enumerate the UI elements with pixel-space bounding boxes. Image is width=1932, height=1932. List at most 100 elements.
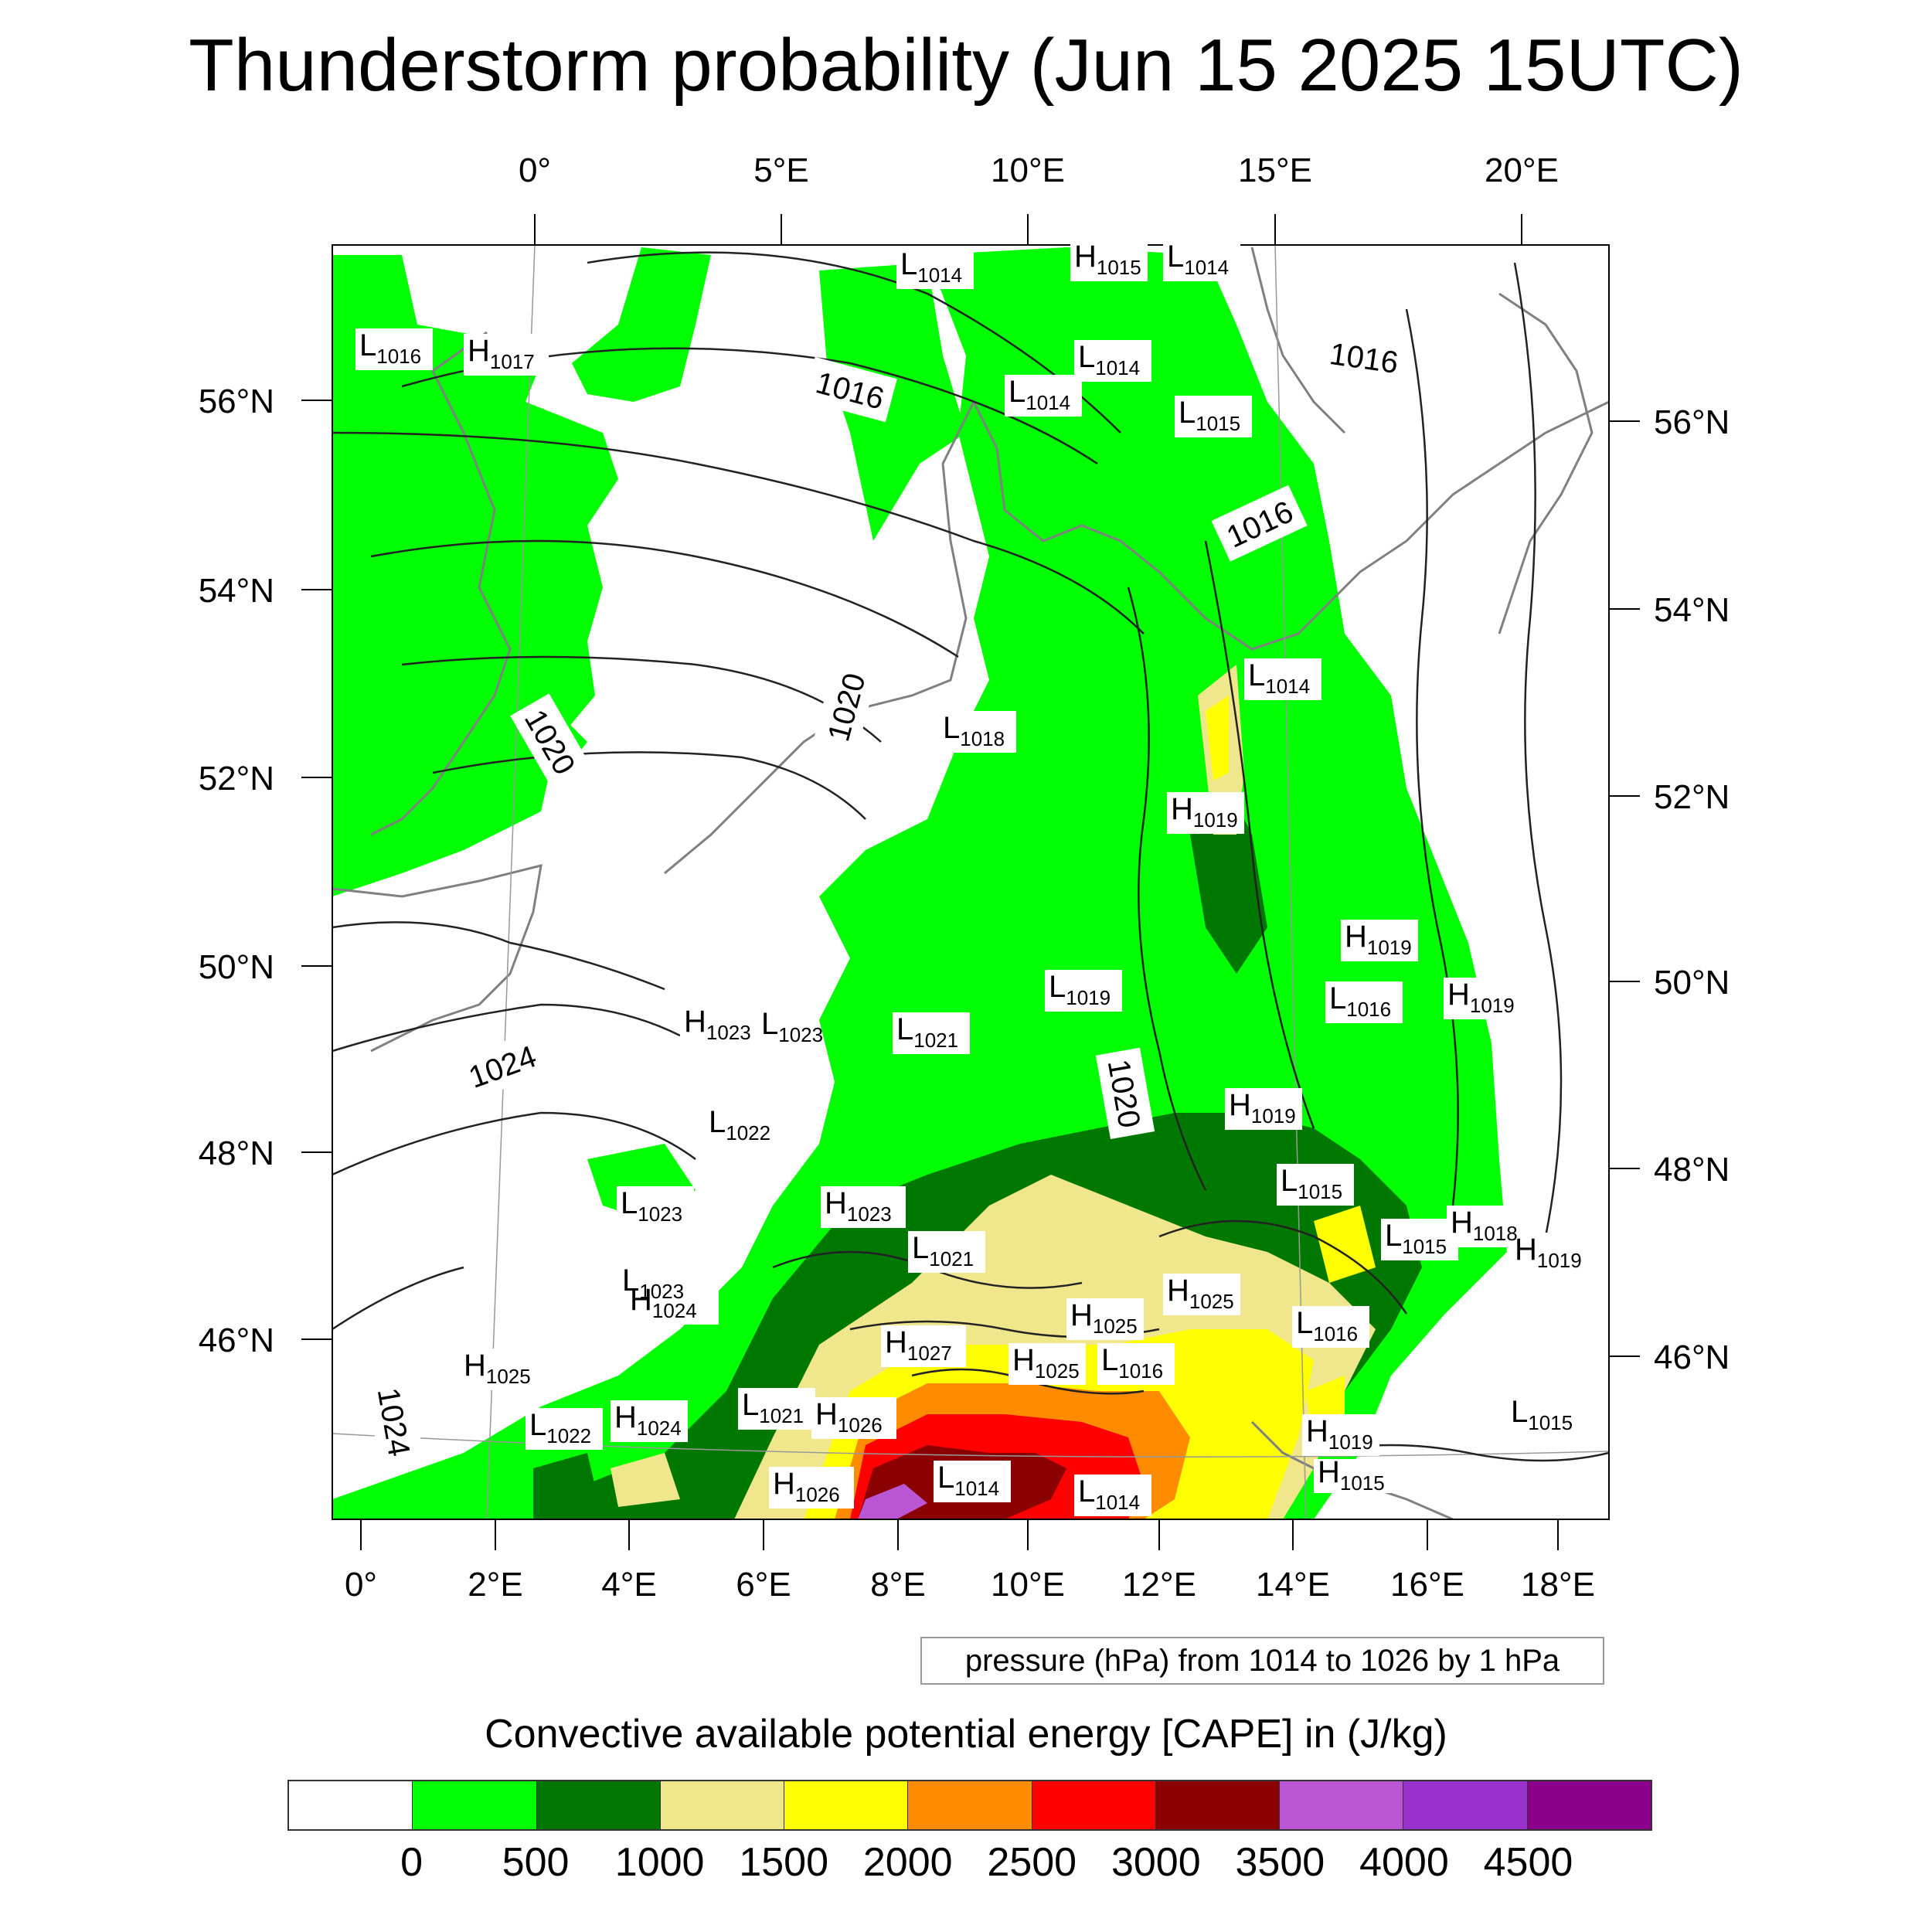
pressure-centers: L1014 H1015 L1014 L1016 H1017 L1014 L101… <box>359 240 1582 1514</box>
pressure-center: H1017 <box>468 334 535 373</box>
pressure-center: L1014 <box>1009 375 1070 414</box>
bottom-lon-label: 8°E <box>870 1566 925 1604</box>
right-lat-label: 52°N <box>1654 778 1730 816</box>
top-lon-labels: 0° 5°E 10°E 15°E 20°E <box>519 151 1559 189</box>
left-lat-labels: 56°N 54°N 52°N 50°N 48°N 46°N <box>199 383 274 1359</box>
colorbar-swatch <box>1032 1781 1156 1829</box>
pressure-center: L1023 <box>621 1186 682 1226</box>
pressure-center: L1021 <box>912 1231 974 1270</box>
pressure-center: H1024 <box>630 1283 697 1322</box>
pressure-center: L1022 <box>709 1105 770 1145</box>
colorbar-tick-label: 1500 <box>739 1840 829 1885</box>
bottom-lon-label: 4°E <box>601 1566 656 1604</box>
pressure-center: L1023 <box>622 1264 684 1303</box>
colorbar-tick-label: 500 <box>502 1840 570 1885</box>
top-lon-label: 15°E <box>1238 151 1312 189</box>
left-lat-label: 52°N <box>199 760 274 798</box>
pressure-center: L1014 <box>1078 340 1140 379</box>
colorbar-swatch <box>660 1781 785 1829</box>
colorbar-tick-label: 3000 <box>1111 1840 1201 1885</box>
pressure-center: H1023 <box>825 1186 892 1226</box>
pressure-center: H1015 <box>1074 240 1141 279</box>
pressure-center: H1025 <box>1070 1298 1138 1338</box>
pressure-center: H1025 <box>1167 1274 1234 1313</box>
pressure-center: L1021 <box>742 1388 804 1427</box>
bottom-lon-labels: 0° 2°E 4°E 6°E 8°E 10°E 12°E 14°E 16°E 1… <box>345 1566 1595 1604</box>
pressure-center: H1019 <box>1515 1233 1582 1272</box>
pressure-center: L1014 <box>1078 1475 1140 1514</box>
pressure-center: H1027 <box>885 1325 952 1365</box>
pressure-center: L1016 <box>1101 1343 1163 1383</box>
bottom-lon-label: 0° <box>345 1566 377 1604</box>
coastlines <box>332 247 1609 1519</box>
colorbar-swatch <box>289 1781 413 1829</box>
pressure-center: L1016 <box>359 328 421 368</box>
left-lat-label: 54°N <box>199 572 274 610</box>
pressure-center: L1014 <box>937 1461 999 1500</box>
right-lat-label: 54°N <box>1654 591 1730 629</box>
pressure-center: L1015 <box>1385 1219 1447 1258</box>
colorbar-tick-label: 3500 <box>1235 1840 1325 1885</box>
axis-ticks <box>301 214 1640 1550</box>
pressure-center: L1014 <box>1248 658 1310 698</box>
pressure-center: H1019 <box>1171 792 1238 832</box>
pressure-center: L1016 <box>1329 981 1391 1021</box>
bottom-lon-label: 16°E <box>1390 1566 1464 1604</box>
pressure-center: L1023 <box>761 1007 823 1046</box>
pressure-center: L1022 <box>529 1408 591 1447</box>
pressure-center: H1026 <box>815 1397 883 1437</box>
pressure-center: L1014 <box>1167 240 1229 279</box>
colorbar-tick-label: 2500 <box>987 1840 1077 1885</box>
left-lat-label: 48°N <box>199 1134 274 1172</box>
colorbar-swatch <box>1403 1781 1528 1829</box>
pressure-center: H1019 <box>1345 920 1412 959</box>
pressure-center: H1026 <box>773 1467 840 1506</box>
chart-title: Thunderstorm probability (Jun 15 2025 15… <box>189 24 1743 107</box>
right-lat-labels: 56°N 54°N 52°N 50°N 48°N 46°N <box>1654 403 1730 1376</box>
colorbar-tick-label: 4500 <box>1483 1840 1573 1885</box>
colorbar-tick-label: 0 <box>400 1840 423 1885</box>
colorbar-tick-label: 4000 <box>1359 1840 1449 1885</box>
colorbar <box>287 1780 1652 1831</box>
pressure-center: H1024 <box>614 1400 682 1440</box>
pressure-center: L1014 <box>900 247 962 287</box>
colorbar-swatch <box>1527 1781 1651 1829</box>
bottom-lon-label: 14°E <box>1256 1566 1330 1604</box>
left-lat-label: 56°N <box>199 383 274 420</box>
right-lat-label: 56°N <box>1654 403 1730 441</box>
top-lon-label: 0° <box>519 151 551 189</box>
pressure-center: L1015 <box>1511 1395 1573 1434</box>
bottom-lon-label: 12°E <box>1122 1566 1196 1604</box>
pressure-legend: pressure (hPa) from 1014 to 1026 by 1 hP… <box>920 1637 1604 1685</box>
pressure-center-boxes <box>355 240 1588 1516</box>
colorbar-swatch <box>908 1781 1032 1829</box>
bottom-lon-label: 6°E <box>736 1566 791 1604</box>
pressure-center: L1015 <box>1281 1164 1342 1203</box>
pressure-center: L1021 <box>896 1012 958 1052</box>
right-lat-label: 46°N <box>1654 1338 1730 1376</box>
colorbar-swatch <box>1280 1781 1404 1829</box>
top-lon-label: 20°E <box>1485 151 1559 189</box>
plot-frame <box>332 244 1610 1520</box>
left-lat-label: 50°N <box>199 948 274 986</box>
top-lon-label: 5°E <box>753 151 808 189</box>
colorbar-swatch <box>413 1781 537 1829</box>
left-lat-label: 46°N <box>199 1321 274 1359</box>
pressure-center: H1019 <box>1229 1088 1296 1128</box>
colorbar-tick-label: 2000 <box>862 1840 953 1885</box>
right-lat-label: 48°N <box>1654 1151 1730 1189</box>
bottom-lon-label: 2°E <box>468 1566 522 1604</box>
pressure-center: H1019 <box>1306 1414 1373 1454</box>
pressure-center: L1015 <box>1179 396 1240 435</box>
pressure-center: H1018 <box>1451 1206 1518 1245</box>
bottom-lon-label: 18°E <box>1521 1566 1595 1604</box>
right-lat-label: 50°N <box>1654 964 1730 1002</box>
pressure-center: L1016 <box>1296 1306 1358 1345</box>
isobar-labels: 1016 1016 1016 1020 1020 1020 1024 1024 <box>365 328 1410 1468</box>
pressure-center: L1019 <box>1049 970 1111 1009</box>
bottom-lon-label: 10°E <box>991 1566 1065 1604</box>
colorbar-tick-label: 1000 <box>614 1840 705 1885</box>
colorbar-title: Convective available potential energy [C… <box>485 1712 1447 1757</box>
colorbar-swatch <box>536 1781 661 1829</box>
